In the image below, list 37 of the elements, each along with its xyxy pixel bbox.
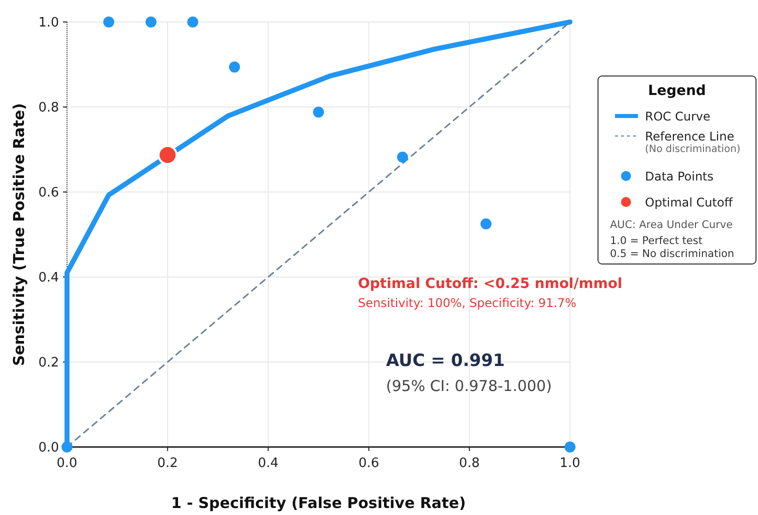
x-axis-title: 1 - Specificity (False Positive Rate)	[171, 494, 466, 512]
x-tick-label: 1.0	[560, 456, 580, 471]
y-tick-label: 1.0	[38, 16, 59, 30]
point	[158, 145, 178, 166]
point	[564, 442, 576, 452]
text: 0.5 = No discrimination	[610, 248, 734, 260]
point	[62, 442, 72, 452]
y-tick-label: 0.6	[38, 186, 59, 200]
text: (No discrimination)	[645, 144, 741, 155]
y-tick-label: 0.8	[38, 100, 59, 116]
y-tick-label: 0.0	[38, 440, 59, 456]
legend-label: ROC Curve	[645, 110, 710, 124]
x-tick-label: 0.2	[157, 456, 178, 471]
y-axis-title: Sensitivity (True Positive Rate)	[10, 103, 28, 366]
y-tick-label: 0.2	[38, 356, 59, 370]
legend-label: Reference Line	[645, 130, 734, 144]
y-tick-label: 0.4	[38, 270, 59, 286]
legend-label: Optimal Cutoff	[645, 196, 734, 210]
text: 1.0 = Perfect test	[610, 235, 702, 247]
legend-title: Legend	[648, 83, 706, 99]
point	[103, 16, 114, 28]
x-tick-label: 0.0	[56, 456, 78, 471]
annotation: Sensitivity: 100%, Specificity: 91.7%	[358, 296, 576, 310]
x-tick-label: 0.6	[358, 456, 380, 471]
x-tick-label: 0.4	[258, 456, 279, 471]
point	[229, 62, 240, 73]
text: AUC: Area Under Curve	[610, 219, 733, 231]
point	[397, 152, 408, 163]
legend-label: Data Points	[645, 170, 714, 184]
x-tick-label: 0.8	[459, 456, 480, 471]
annotation: (95% CI: 0.978-1.000)	[386, 377, 552, 395]
annotation: Optimal Cutoff: <0.25 nmol/mmol	[358, 276, 622, 292]
point	[187, 16, 198, 28]
annotation: AUC = 0.991	[386, 351, 505, 371]
point	[146, 16, 156, 28]
point	[480, 218, 492, 230]
point	[313, 106, 324, 118]
